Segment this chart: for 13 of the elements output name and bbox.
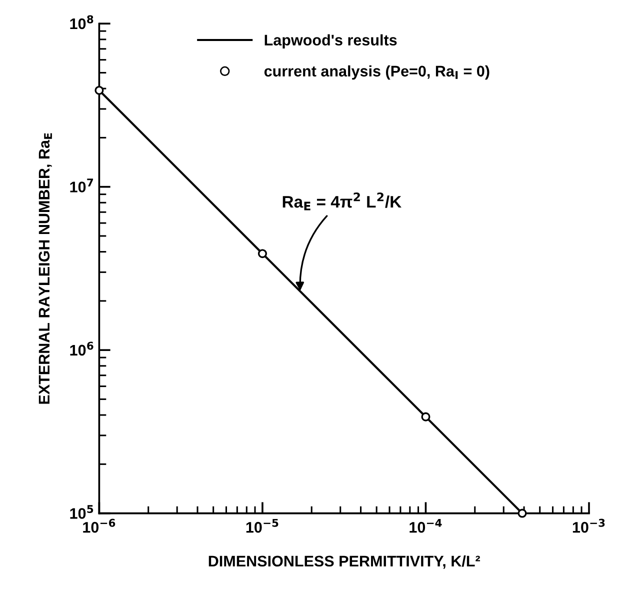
legend-label: Lapwood's results bbox=[264, 34, 397, 49]
y-tick-label: 10$^{8}$ bbox=[70, 15, 94, 30]
y-tick-label: 10$^{5}$ bbox=[70, 505, 94, 519]
x-tick-label: 10$^{−6}$ bbox=[83, 518, 116, 533]
x-tick-label: 10$^{−3}$ bbox=[572, 518, 605, 533]
y-tick-label: 10$^{6}$ bbox=[70, 342, 94, 356]
y-axis-title: EXTERNAL RAYLEIGH NUMBER, Ra$_{E}$ bbox=[38, 133, 52, 404]
x-tick-label: 10$^{−5}$ bbox=[246, 518, 278, 533]
x-axis-title: DIMENSIONLESS PERMITTIVITY, K/L² bbox=[208, 555, 480, 569]
annotation: Ra$_{E}$ = 4π$^{2}$ L$^{2}$/K bbox=[282, 192, 402, 210]
legend-label: current analysis (Pe=0, Ra$_{I}$ = 0) bbox=[264, 65, 490, 80]
y-tick-label: 10$^{7}$ bbox=[70, 178, 94, 192]
x-tick-label: 10$^{−4}$ bbox=[410, 518, 442, 533]
